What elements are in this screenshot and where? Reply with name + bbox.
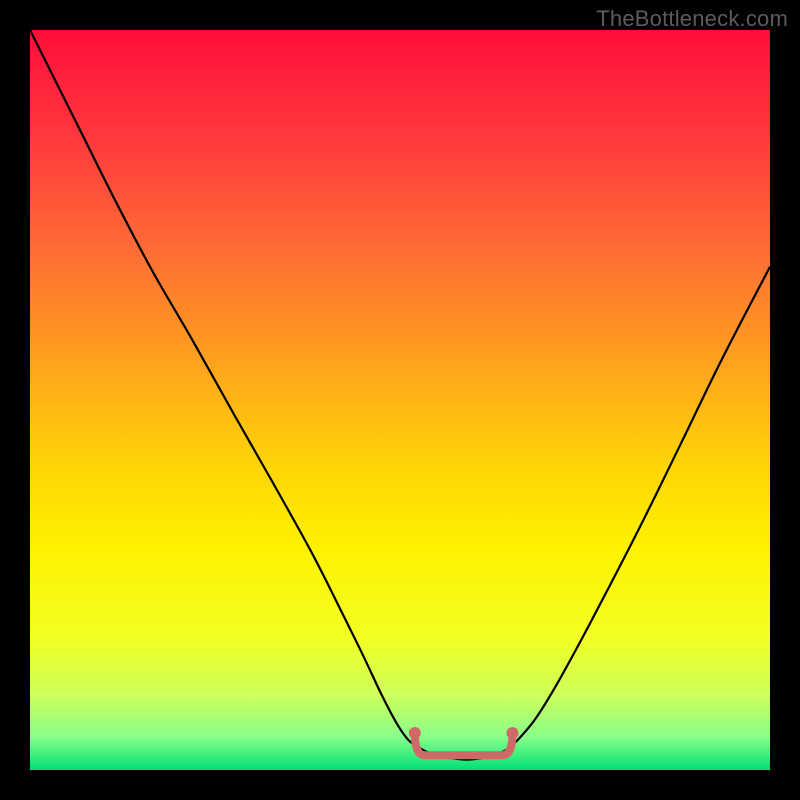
- watermark-text: TheBottleneck.com: [596, 6, 788, 32]
- bottleneck-curve-chart: [0, 0, 800, 800]
- gradient-background: [30, 30, 770, 770]
- bottleneck-chart-container: TheBottleneck.com: [0, 0, 800, 800]
